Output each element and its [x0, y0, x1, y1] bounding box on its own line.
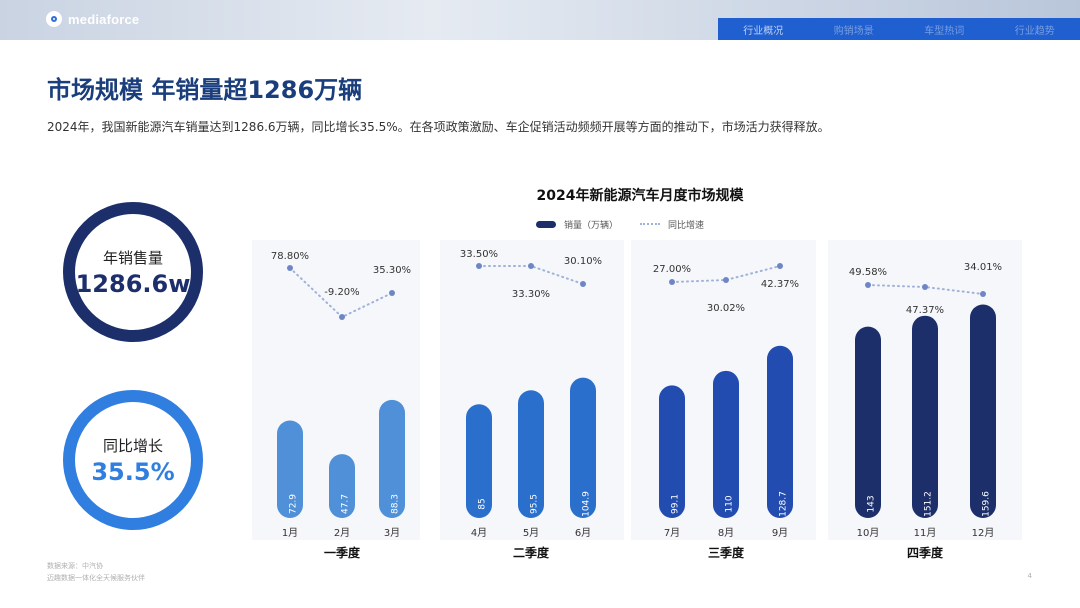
quarter-label: 三季度 [708, 545, 745, 560]
brand: mediaforce [46, 11, 139, 27]
page-number: 4 [1027, 572, 1032, 580]
bar-value-label: 99.1 [671, 494, 681, 514]
annual-sales-label: 年销售量 [102, 248, 163, 267]
bar-value-label: 72.9 [289, 494, 299, 514]
growth-point [723, 277, 729, 283]
yoy-growth-label: 同比增长 [102, 436, 163, 455]
nav-tab-industry-trend[interactable]: 行业趋势 [1014, 25, 1055, 37]
bar-value-label: 128.7 [779, 491, 789, 517]
growth-point [669, 279, 675, 285]
quarter-label: 一季度 [324, 545, 361, 560]
top-nav: 行业概况 购销场景 车型热词 行业趋势 [718, 18, 1080, 40]
x-tick-label: 11月 [914, 527, 937, 539]
bar-value-label: 95.5 [530, 494, 540, 514]
growth-line-q1 [289, 267, 393, 319]
chart-legend: 销量（万辆） 同比增速 [536, 218, 704, 231]
quarter-panel [440, 240, 624, 540]
mediaforce-logo-icon [46, 11, 62, 27]
growth-label: 27.00% [653, 264, 691, 275]
x-tick-label: 9月 [772, 527, 788, 539]
nav-tab-purchase-scenario[interactable]: 购销场景 [833, 25, 874, 37]
bar-10 [855, 326, 881, 518]
bar-5 [518, 390, 544, 518]
bar-1 [277, 420, 303, 518]
x-tick-label: 1月 [282, 527, 298, 539]
growth-point [865, 282, 871, 288]
legend-line-swatch [640, 222, 661, 227]
brand-name: mediaforce [68, 11, 140, 27]
growth-point [287, 265, 293, 271]
growth-point [580, 281, 586, 287]
nav-tab-model-keywords[interactable]: 车型热词 [924, 25, 965, 37]
bar-9 [767, 345, 793, 518]
legend-bar-label: 销量（万辆） [564, 221, 619, 231]
footer-source: 数据来源：中汽协 [47, 562, 103, 570]
growth-label: 30.10% [564, 256, 602, 267]
footer-note: 迈趣数据一体化全天候服务伙伴 [47, 574, 145, 582]
x-tick-label: 5月 [523, 527, 539, 539]
growth-label: -9.20% [324, 287, 359, 298]
growth-line-q2 [478, 265, 584, 285]
footer: 数据来源：中汽协 迈趣数据一体化全天候服务伙伴 [47, 560, 145, 584]
growth-point [777, 263, 783, 269]
bar-value-label: 110 [725, 495, 735, 512]
legend-line-label: 同比增速 [668, 221, 705, 231]
quarter-label: 四季度 [907, 545, 944, 560]
x-tick-label: 8月 [718, 527, 734, 539]
growth-line-q4 [867, 284, 984, 295]
growth-point [922, 284, 928, 290]
chart-title: 2024年新能源汽车月度市场规模 [536, 188, 744, 204]
growth-label: 47.37% [906, 305, 944, 316]
bar-value-label: 151.2 [924, 491, 934, 517]
page-title: 市场规模 年销量超1286万辆 [47, 76, 363, 104]
growth-label: 33.30% [512, 289, 550, 300]
x-tick-label: 6月 [575, 527, 591, 539]
bar-value-label: 85 [478, 498, 488, 509]
bar-4 [466, 404, 492, 518]
x-tick-label: 7月 [664, 527, 680, 539]
quarter-panel [828, 240, 1022, 540]
x-tick-label: 12月 [972, 527, 995, 539]
x-tick-label: 10月 [857, 527, 880, 539]
quarter-panel [252, 240, 420, 540]
growth-label: 30.02% [707, 303, 745, 314]
growth-label: 34.01% [964, 262, 1002, 273]
growth-point [528, 263, 534, 269]
page-description: 2024年，我国新能源汽车销量达到1286.6万辆，同比增长35.5%。在各项政… [47, 120, 830, 134]
growth-label: 49.58% [849, 267, 887, 278]
legend-bar-swatch [536, 221, 556, 228]
x-tick-label: 3月 [384, 527, 400, 539]
bar-6 [570, 377, 596, 518]
growth-point [339, 314, 345, 320]
growth-point [476, 263, 482, 269]
growth-label: 78.80% [271, 251, 309, 262]
annual-sales-value: 1286.6w [75, 269, 191, 298]
bar-value-label: 88.3 [391, 494, 401, 514]
growth-label: 42.37% [761, 279, 799, 290]
quarter-label: 二季度 [513, 545, 550, 560]
bar-value-label: 47.7 [341, 494, 351, 514]
x-tick-label: 2月 [334, 527, 350, 539]
x-tick-label: 4月 [471, 527, 487, 539]
bar-12 [970, 304, 996, 518]
bar-7 [659, 385, 685, 518]
growth-line-q3 [671, 265, 781, 283]
bar-value-label: 143 [867, 495, 877, 512]
bar-2 [329, 454, 355, 518]
growth-label: 33.50% [460, 249, 498, 260]
growth-label: 35.30% [373, 265, 411, 276]
nav-tab-industry-overview[interactable]: 行业概况 [743, 25, 784, 37]
bar-8 [713, 370, 739, 518]
yoy-growth-value: 35.5% [91, 457, 175, 486]
yoy-growth-ring: 同比增长 35.5% [63, 390, 203, 530]
quarter-panel [631, 240, 816, 540]
annual-sales-ring: 年销售量 1286.6w [63, 202, 203, 342]
growth-point [389, 290, 395, 296]
bar-3 [379, 399, 405, 518]
bar-value-label: 159.6 [982, 491, 992, 517]
bar-value-label: 104.9 [582, 491, 592, 517]
bar-11 [912, 315, 938, 518]
growth-point [980, 291, 986, 297]
